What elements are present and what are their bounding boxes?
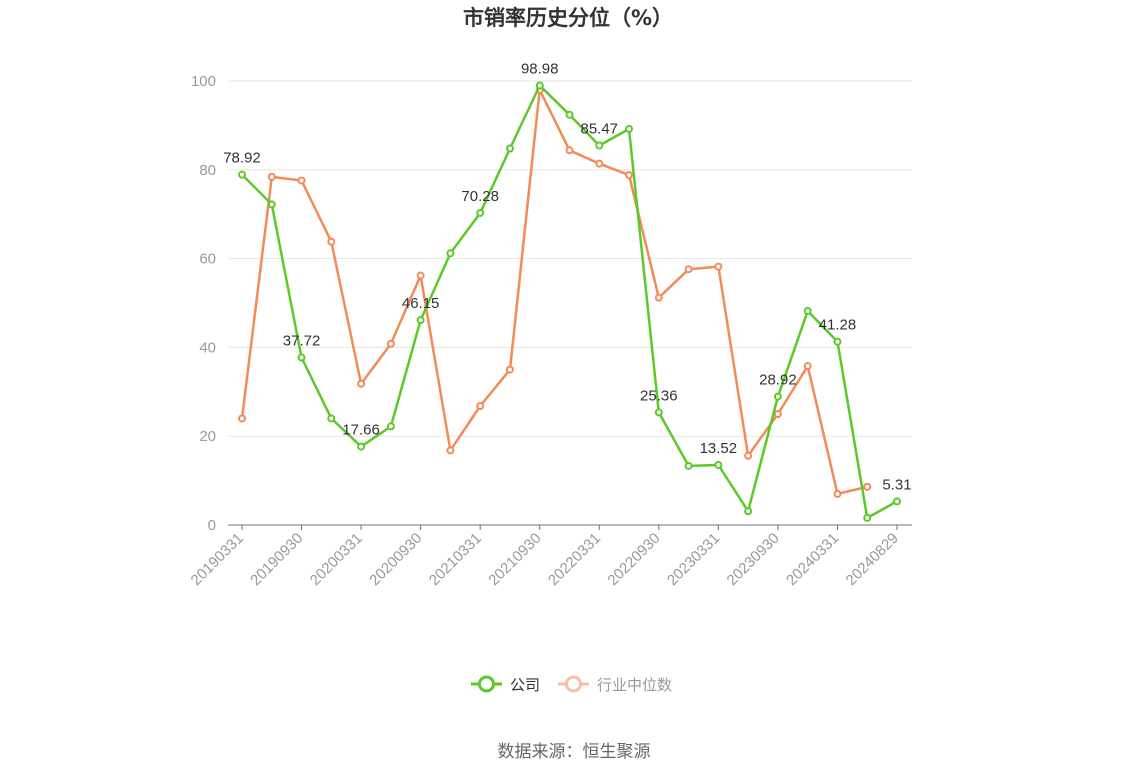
y-tick-label: 40: [199, 339, 216, 356]
data-point-company: [476, 208, 485, 217]
data-label: 28.92: [759, 372, 797, 389]
data-point-industry: [833, 489, 842, 498]
data-label: 98.98: [521, 61, 559, 78]
x-tick-label: 20220331: [545, 530, 604, 589]
data-point-company: [357, 442, 366, 451]
data-point-industry: [863, 482, 872, 491]
data-point-industry: [744, 451, 753, 460]
x-tick-label: 20210930: [485, 530, 544, 589]
data-point-company: [893, 497, 901, 506]
data-label: 85.47: [580, 121, 618, 138]
data-point-company: [773, 392, 782, 401]
source-note: 数据来源：恒生聚源: [498, 742, 651, 762]
y-tick-label: 60: [199, 251, 216, 268]
data-point-industry: [684, 265, 693, 274]
data-point-industry: [625, 171, 634, 180]
data-point-company: [595, 141, 604, 150]
data-point-company: [238, 170, 246, 179]
y-tick-label: 100: [191, 73, 216, 90]
data-label: 5.31: [882, 476, 911, 493]
data-point-industry: [803, 362, 812, 371]
data-point-company: [446, 249, 455, 258]
data-point-company: [833, 337, 842, 346]
legend-label-company: 公司: [510, 676, 540, 694]
data-label: 17.66: [342, 422, 380, 439]
data-point-company: [744, 507, 753, 516]
legend-marker-industry: [565, 675, 582, 693]
x-tick-label: 20240331: [783, 530, 842, 589]
x-tick-label: 20200930: [366, 530, 425, 589]
x-tick-label: 20230930: [724, 530, 783, 589]
x-tick-label: 20220930: [604, 530, 663, 589]
data-label: 41.28: [819, 317, 857, 334]
data-point-industry: [297, 176, 306, 185]
data-point-company: [863, 513, 872, 522]
legend-item-industry[interactable]: 行业中位数: [558, 675, 672, 694]
x-tick-label: 20210331: [426, 530, 485, 589]
data-point-company: [565, 110, 574, 119]
data-point-industry: [357, 379, 366, 388]
grid-layer: [228, 80, 912, 437]
series-layer: [238, 81, 901, 522]
data-label: 25.36: [640, 387, 678, 404]
y-tick-label: 20: [199, 428, 216, 445]
data-point-industry: [446, 446, 455, 455]
data-point-industry: [238, 414, 246, 423]
data-point-company: [505, 144, 514, 153]
x-tick-label: 20230331: [664, 530, 723, 589]
y-tick-label: 80: [199, 162, 216, 179]
data-label: 13.52: [700, 440, 738, 457]
data-point-industry: [267, 172, 276, 181]
series-line-industry: [240, 88, 868, 496]
data-label: 70.28: [461, 188, 499, 205]
data-point-company: [684, 461, 693, 470]
data-label-layer: 78.92 37.72 17.66 46.15 70.28 98.98 85.47 25.36…: [223, 61, 911, 494]
data-point-industry: [505, 365, 514, 374]
data-point-company: [416, 316, 425, 325]
data-point-industry: [327, 237, 336, 246]
data-point-industry: [595, 159, 604, 168]
x-tick-label: 20190331: [188, 530, 247, 589]
data-point-industry: [565, 146, 574, 155]
legend[interactable]: 公司 行业中位数: [471, 675, 672, 694]
data-point-industry: [416, 271, 425, 280]
data-point-industry: [386, 339, 395, 348]
data-point-company: [327, 414, 336, 423]
data-point-company: [267, 200, 276, 209]
data-point-industry: [714, 262, 723, 271]
data-point-industry: [654, 293, 663, 302]
x-tick-label: 20190930: [247, 530, 306, 589]
data-point-company: [625, 124, 634, 133]
legend-label-industry: 行业中位数: [597, 676, 672, 694]
legend-marker-company: [478, 675, 495, 693]
data-label: 78.92: [223, 150, 261, 167]
data-point-industry: [476, 402, 485, 411]
data-point-company: [297, 353, 306, 362]
data-point-industry: [773, 410, 782, 418]
y-tick-label: 0: [208, 517, 216, 534]
data-point-company: [386, 422, 395, 431]
x-tick-label: 20240829: [843, 530, 902, 589]
data-point-company: [535, 81, 544, 90]
data-point-company: [714, 460, 723, 469]
x-tick-label: 20200331: [307, 530, 366, 589]
data-point-company: [654, 408, 663, 417]
data-label: 37.72: [283, 333, 321, 350]
data-label: 46.15: [402, 295, 440, 312]
legend-item-company[interactable]: 公司: [471, 675, 540, 694]
data-point-company: [803, 306, 812, 315]
chart-title: 市销率历史分位（%）: [463, 6, 673, 30]
